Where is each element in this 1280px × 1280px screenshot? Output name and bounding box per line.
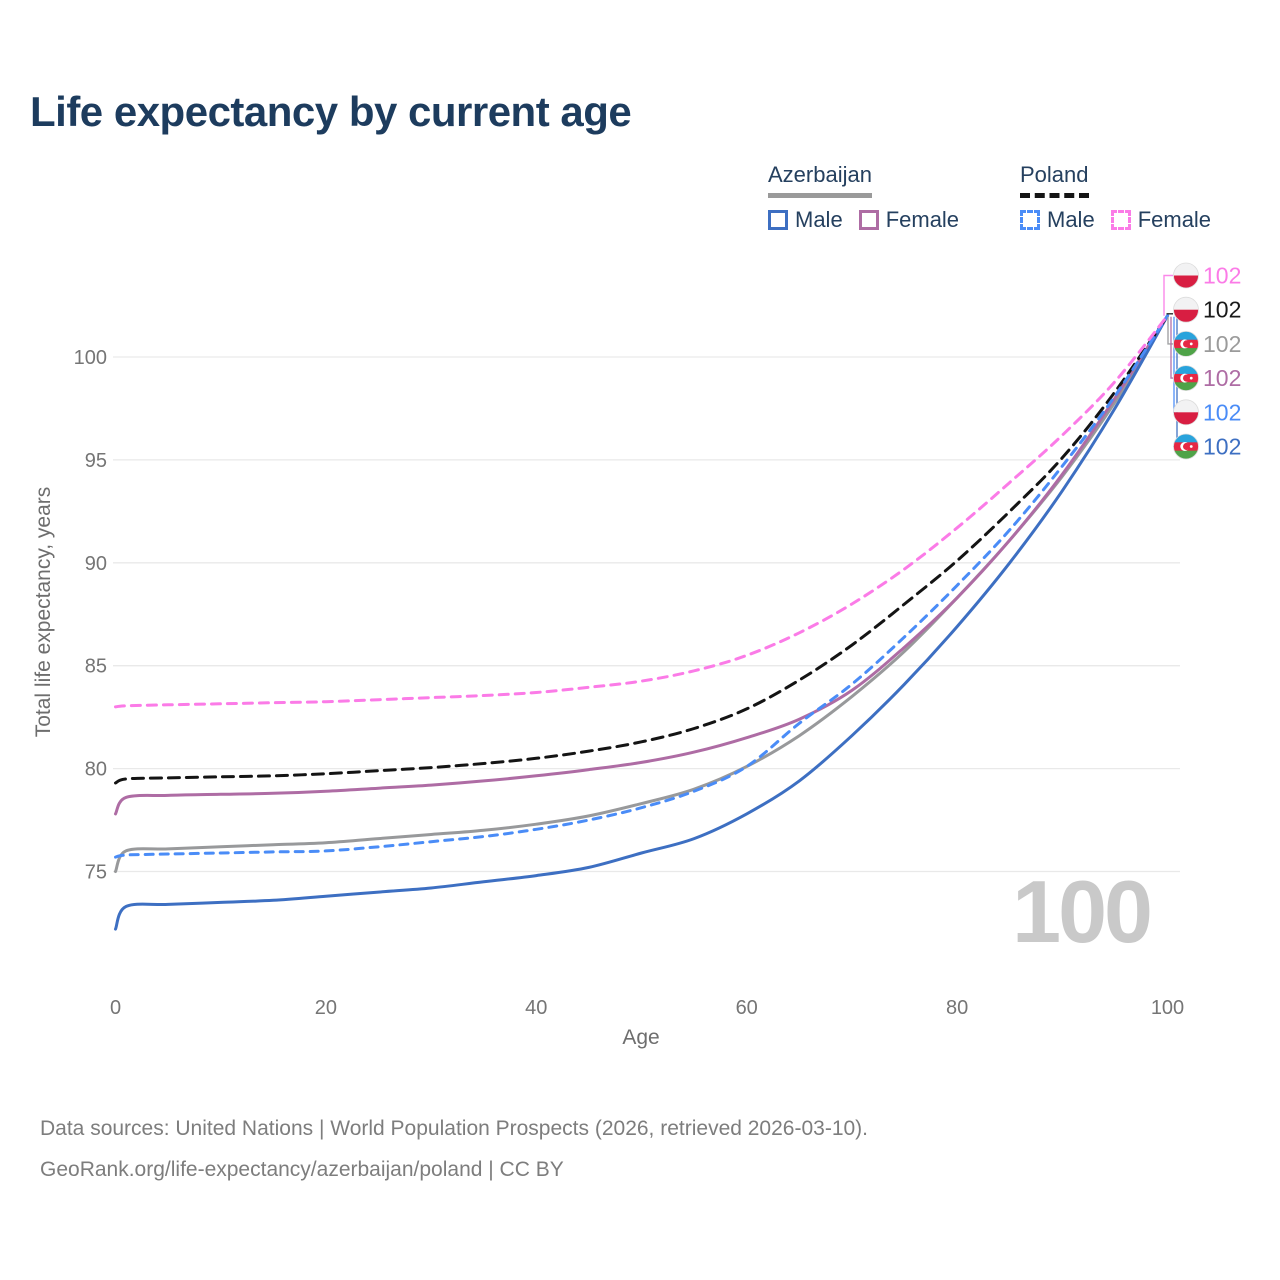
flag-border <box>1173 399 1199 426</box>
flag-poland-icon <box>1173 263 1199 288</box>
footer-data-sources: Data sources: United Nations | World Pop… <box>40 1117 869 1140</box>
hover-age-watermark: 100 <box>1012 862 1153 961</box>
end-value-label-poland: 102 <box>1203 297 1241 323</box>
legend-item-label: Male <box>795 207 843 232</box>
end-value-label-poland-male: 102 <box>1203 399 1241 425</box>
series-line-azerbaijan-female[interactable] <box>114 314 1169 816</box>
y-tick-label: 95 <box>85 450 107 472</box>
flag-border <box>1173 262 1199 289</box>
flag-poland-icon <box>1173 399 1199 425</box>
y-tick-label: 100 <box>74 347 107 369</box>
series-line-poland-female[interactable] <box>114 314 1169 709</box>
y-axis-title: Total life expectancy, years <box>32 486 55 738</box>
flag-poland-icon <box>1173 297 1199 323</box>
flag-border <box>1173 296 1199 323</box>
legend-items-azerbaijan: Male Female <box>768 207 959 233</box>
x-tick-label: 100 <box>1151 997 1184 1019</box>
y-tick-label: 75 <box>85 862 107 884</box>
legend-item-label: Female <box>1137 207 1212 232</box>
legend-item-poland-female[interactable]: Female <box>1110 207 1212 233</box>
legend-group-azerbaijan: Azerbaijan Male Female <box>768 162 959 233</box>
legend-heading-poland: Poland <box>1020 162 1089 198</box>
legend-heading-azerbaijan: Azerbaijan <box>768 162 872 198</box>
y-tick-label: 80 <box>85 759 107 781</box>
legend-item-label: Male <box>1047 207 1095 232</box>
series-line-azerbaijan[interactable] <box>114 314 1169 873</box>
flag-azerbaijan-icon <box>1173 434 1199 459</box>
legend-item-label: Female <box>885 207 960 232</box>
legend-group-poland: Poland Male Female <box>1020 162 1211 233</box>
end-value-label-azerbaijan: 102 <box>1203 331 1241 357</box>
poland-female-swatch-icon <box>1110 210 1131 230</box>
series-line-azerbaijan-male[interactable] <box>114 314 1169 931</box>
end-value-label-azerbaijan-male: 102 <box>1203 434 1241 460</box>
y-tick-label: 90 <box>85 553 107 575</box>
end-label-connector <box>1173 316 1175 413</box>
x-tick-label: 60 <box>736 997 758 1019</box>
end-label-connector <box>1163 274 1173 316</box>
footer: Data sources: United Nations | World Pop… <box>40 1108 868 1190</box>
legend-item-azerbaijan-male[interactable]: Male <box>768 207 843 233</box>
legend-item-azerbaijan-female[interactable]: Female <box>858 207 960 233</box>
x-axis-title: Age <box>622 1026 660 1049</box>
end-value-label-poland-female: 102 <box>1203 263 1241 289</box>
flag-border <box>1173 365 1199 392</box>
page-title: Life expectancy by current age <box>30 88 632 135</box>
azerbaijan-male-swatch-icon <box>768 210 788 230</box>
y-tick-label: 85 <box>85 656 107 678</box>
x-tick-label: 80 <box>946 997 968 1019</box>
footer-attribution: GeoRank.org/life-expectancy/azerbaijan/p… <box>40 1158 564 1181</box>
series-line-poland-male[interactable] <box>114 314 1169 859</box>
flag-border <box>1173 330 1199 357</box>
x-tick-label: 0 <box>110 997 121 1019</box>
series-line-poland[interactable] <box>114 314 1169 785</box>
legend-item-poland-male[interactable]: Male <box>1020 207 1095 233</box>
flag-azerbaijan-icon <box>1173 331 1199 357</box>
end-value-label-azerbaijan-female: 102 <box>1203 365 1241 391</box>
x-tick-label: 40 <box>525 997 547 1019</box>
flag-border <box>1173 433 1199 460</box>
legend-items-poland: Male Female <box>1020 207 1211 233</box>
legend: Azerbaijan Male Female Poland Male <box>0 162 1280 242</box>
end-label-connector <box>1170 316 1173 379</box>
flag-azerbaijan-icon <box>1173 365 1199 391</box>
poland-male-swatch-icon <box>1020 210 1040 230</box>
azerbaijan-female-swatch-icon <box>858 210 879 230</box>
x-tick-label: 20 <box>315 997 337 1019</box>
